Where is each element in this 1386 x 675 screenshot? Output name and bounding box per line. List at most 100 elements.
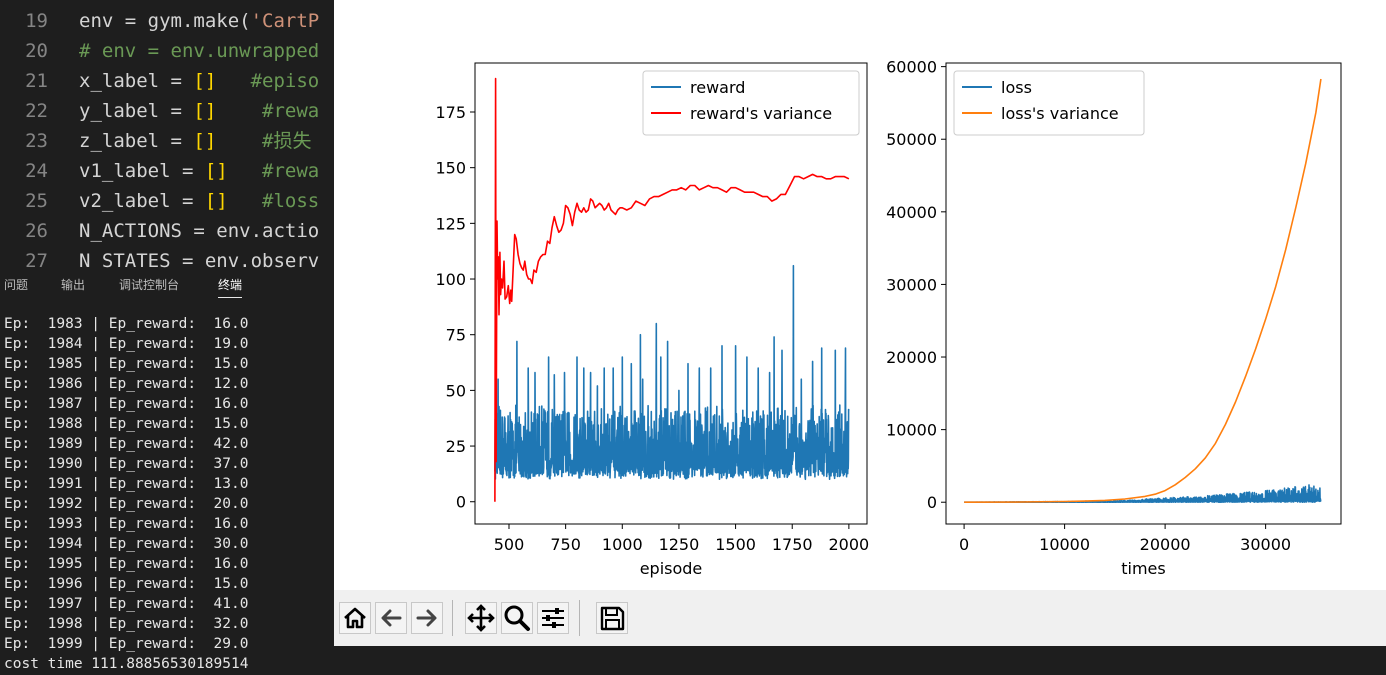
code-token: [] <box>193 70 217 92</box>
code-text: v2_label = [] #loss <box>79 186 319 216</box>
terminal-line: Ep: 1986 | Ep_reward: 12.0 <box>4 376 249 392</box>
x-axis-label: times <box>1121 559 1165 578</box>
line-number: 26 <box>25 220 48 242</box>
x-tick-label: 1750 <box>772 535 813 554</box>
x-tick-label: 20000 <box>1140 535 1191 554</box>
axes-1: 500 750 1000 1250 1500 1750 2000 0 25 50 75 100 125 1… <box>435 62 870 578</box>
code-token: [] <box>204 190 228 212</box>
line-number: 19 <box>25 10 48 32</box>
figure-toolbar <box>334 590 1386 646</box>
terminal-line: Ep: 1988 | Ep_reward: 15.0 <box>4 416 249 432</box>
legend-box <box>953 70 1145 136</box>
terminal-line: Ep: 1998 | Ep_reward: 32.0 <box>4 616 249 632</box>
terminal-line: Ep: 1989 | Ep_reward: 42.0 <box>4 436 249 452</box>
y-tick-label: 50000 <box>886 130 937 149</box>
code-token: [] <box>193 130 217 152</box>
zoom-icon <box>504 605 530 631</box>
code-text: N_ACTIONS = env.actio <box>79 216 319 246</box>
save-icon <box>600 606 625 631</box>
window-bottom-strip <box>334 646 1386 675</box>
configure-subplots-icon <box>542 608 564 628</box>
code-line[interactable]: 22 y_label = [] #rewa <box>0 96 334 126</box>
y-tick-label: 0 <box>456 493 466 512</box>
x-tick-label: 500 <box>494 535 525 554</box>
terminal-line: Ep: 1997 | Ep_reward: 41.0 <box>4 596 249 612</box>
zoom-button[interactable] <box>501 602 533 634</box>
terminal-line: Ep: 1991 | Ep_reward: 13.0 <box>4 476 249 492</box>
series-line-1 <box>494 264 850 481</box>
home-button[interactable] <box>339 602 371 634</box>
tab-debug-console[interactable]: 调试控制台 <box>119 278 180 292</box>
code-line[interactable]: 27 N_STATES = env.observ <box>0 246 334 270</box>
tab-output[interactable]: 输出 <box>61 278 86 292</box>
code-token: 'CartP <box>250 10 320 32</box>
terminal-line: Ep: 1993 | Ep_reward: 16.0 <box>4 516 249 532</box>
figure-canvas: 500 750 1000 1250 1500 1750 2000 0 25 50 75 100 125 1… <box>334 0 1386 590</box>
terminal-line: Ep: 1994 | Ep_reward: 30.0 <box>4 536 249 552</box>
forward-button[interactable] <box>411 602 443 634</box>
terminal-line: cost time 111.88856530189514 <box>4 656 249 672</box>
code-line[interactable]: 21 x_label = [] #episo <box>0 66 334 96</box>
code-text: # env = env.unwrapped <box>79 36 319 66</box>
code-token: [] <box>204 160 228 182</box>
figure-svg: 500 750 1000 1250 1500 1750 200002550751001251… <box>435 58 1342 578</box>
terminal-line: Ep: 1999 | Ep_reward: 29.0 <box>4 636 249 652</box>
x-tick-label: 2000 <box>829 535 870 554</box>
code-text: v1_label = [] #rewa <box>79 156 319 186</box>
code-token: #损失 <box>216 130 312 152</box>
code-token: N_STATES = env.observ <box>79 250 320 270</box>
axes-frame <box>474 62 868 525</box>
configure-subplots-button[interactable] <box>537 602 569 634</box>
y-tick-label: 175 <box>435 103 466 122</box>
y-tick-label: 0 <box>927 493 937 512</box>
code-token: env = gym.make( <box>79 10 251 32</box>
code-editor[interactable]: 19 env = gym.make('CartP 20 # env = env.unw… <box>0 0 334 270</box>
code-token: # env = env.unwrapped <box>79 40 320 62</box>
y-tick-label: 75 <box>446 326 466 345</box>
code-token: v2_label = <box>79 190 205 212</box>
forward-icon <box>416 609 437 627</box>
line-number: 25 <box>25 190 48 212</box>
pan-icon <box>467 604 495 632</box>
terminal-output[interactable]: Ep: 1983 | Ep_reward: 16.0 Ep: 1984 | Ep_… <box>4 314 334 674</box>
code-line[interactable]: 19 env = gym.make('CartP <box>0 6 334 36</box>
terminal-line: Ep: 1990 | Ep_reward: 37.0 <box>4 456 249 472</box>
x-axis-label: episode <box>640 559 703 578</box>
x-tick-label: 30000 <box>1240 535 1291 554</box>
x-tick-label: 750 <box>550 535 581 554</box>
terminal-line: Ep: 1985 | Ep_reward: 15.0 <box>4 356 249 372</box>
tab-terminal[interactable]: 终端 <box>218 276 243 298</box>
code-line[interactable]: 23 z_label = [] #损失 <box>0 126 334 156</box>
x-tick-label: 0 <box>959 535 969 554</box>
line-number: 23 <box>25 130 48 152</box>
plot-area <box>494 77 850 502</box>
code-token: z_label = <box>79 130 194 152</box>
code-token: #rewa <box>216 100 320 122</box>
x-tick-label: 1250 <box>659 535 700 554</box>
series-line-2 <box>494 77 850 502</box>
back-button[interactable] <box>375 602 407 634</box>
tab-problems[interactable]: 问题 <box>4 278 29 292</box>
y-tick-label: 30000 <box>886 275 937 294</box>
terminal-line: Ep: 1995 | Ep_reward: 16.0 <box>4 556 249 572</box>
code-line[interactable]: 20 # env = env.unwrapped <box>0 36 334 66</box>
line-number: 21 <box>25 70 48 92</box>
axes-2: 0 10000 20000 30000 0 10000 20000 30000 40000 500… <box>886 58 1342 578</box>
code-text: env = gym.make('CartP <box>79 6 319 36</box>
pan-button[interactable] <box>465 602 497 634</box>
y-tick-label: 40000 <box>886 203 937 222</box>
code-token: N_ACTIONS = env.actio <box>79 220 320 242</box>
terminal-line: Ep: 1996 | Ep_reward: 15.0 <box>4 576 249 592</box>
series-line-2 <box>964 78 1322 504</box>
code-line[interactable]: 26 N_ACTIONS = env.actio <box>0 216 334 246</box>
code-token: #episo <box>216 70 320 92</box>
code-line[interactable]: 24 v1_label = [] #rewa <box>0 156 334 186</box>
terminal-line: Ep: 1984 | Ep_reward: 19.0 <box>4 336 249 352</box>
save-button[interactable] <box>596 602 628 634</box>
y-tick-label: 100 <box>435 270 466 289</box>
code-token: x_label = <box>79 70 194 92</box>
terminal-line: Ep: 1987 | Ep_reward: 16.0 <box>4 396 249 412</box>
y-tick-label: 125 <box>435 214 466 233</box>
series-line-1 <box>963 484 1322 504</box>
code-line[interactable]: 25 v2_label = [] #loss <box>0 186 334 216</box>
